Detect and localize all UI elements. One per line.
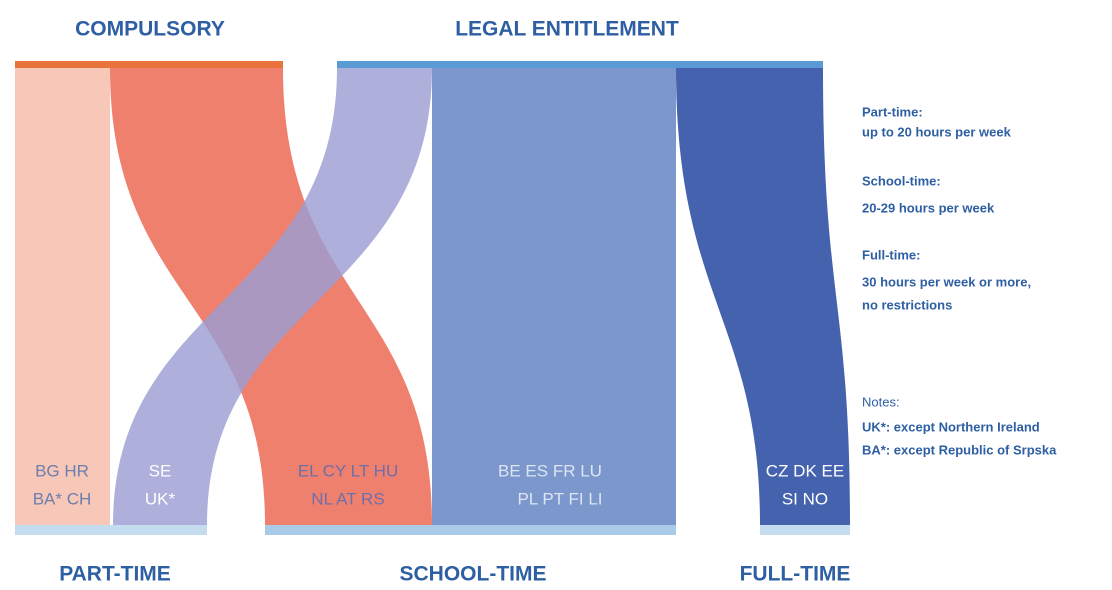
legend-text: BA*: except Republic of Srpska [862, 442, 1057, 457]
country-label: UK* [145, 489, 176, 508]
entitlement-bar [337, 61, 823, 68]
legend-text: no restrictions [862, 297, 952, 312]
school-time-bar [265, 525, 676, 535]
heading: LEGAL ENTITLEMENT [455, 18, 679, 41]
country-label: NL AT RS [311, 489, 384, 508]
flow-full-time [676, 68, 850, 525]
legend-title: Part-time: [862, 104, 923, 119]
legend-title: School-time: [862, 173, 941, 188]
country-label: SE [149, 461, 172, 480]
legend-text: 30 hours per week or more, [862, 274, 1031, 289]
legend-text: 20-29 hours per week [862, 200, 995, 215]
country-label: BA* CH [33, 489, 92, 508]
country-label: BE ES FR LU [498, 461, 602, 480]
flow-part-time-compulsory [15, 68, 110, 525]
full-time-bar [760, 525, 850, 535]
country-label: SI NO [782, 489, 828, 508]
footer-label: FULL-TIME [740, 563, 851, 586]
country-label: EL CY LT HU [298, 461, 398, 480]
footer-label: SCHOOL-TIME [400, 563, 547, 586]
compulsory-bar [15, 61, 283, 68]
country-label: BG HR [35, 461, 89, 480]
heading: COMPULSORY [75, 18, 225, 41]
part-time-bar [15, 525, 207, 535]
country-label: CZ DK EE [766, 461, 844, 480]
legend-title: Full-time: [862, 247, 921, 262]
legend-text: UK*: except Northern Ireland [862, 419, 1040, 434]
legend-text: up to 20 hours per week [862, 124, 1012, 139]
flow-school-time-entitlement [432, 68, 676, 525]
flow-part-time-entitlement [113, 68, 432, 525]
legend-title: Notes: [862, 394, 900, 409]
country-label: PL PT FI LI [517, 489, 602, 508]
footer-label: PART-TIME [59, 563, 171, 586]
